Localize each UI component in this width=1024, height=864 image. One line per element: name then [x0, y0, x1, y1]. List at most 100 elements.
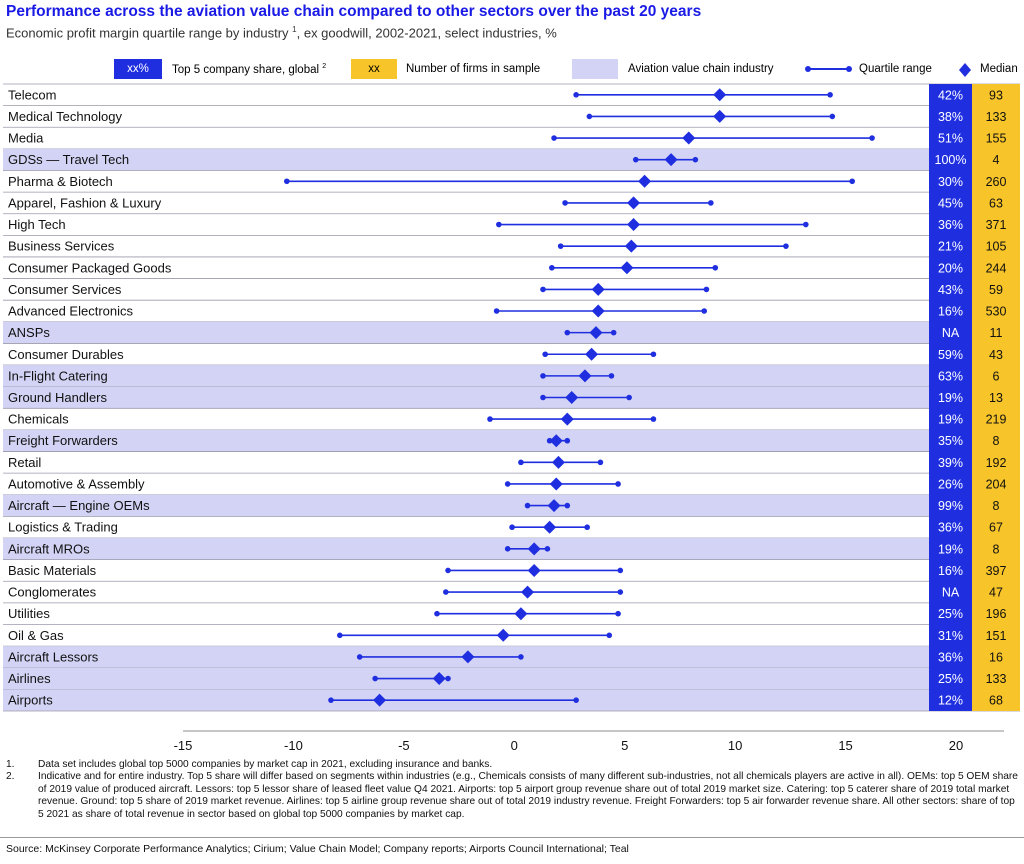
share-value: 36%	[938, 218, 963, 232]
industry-label: Oil & Gas	[8, 628, 64, 643]
legend: xx% Top 5 company share, global 2 xx Num…	[0, 56, 1024, 79]
share-value: 21%	[938, 240, 963, 254]
industry-label: Freight Forwarders	[8, 433, 118, 448]
median-marker	[713, 109, 727, 123]
quartile-high-point	[692, 156, 699, 163]
firms-value: 11	[990, 326, 1003, 340]
median-marker	[589, 326, 603, 340]
quartile-low-point	[573, 92, 579, 98]
median-marker	[591, 304, 605, 318]
industry-label: Apparel, Fashion & Luxury	[8, 195, 162, 210]
median-marker	[627, 196, 641, 210]
industry-label: Conglomerates	[8, 585, 97, 600]
quartile-low-point	[284, 178, 290, 185]
median-marker	[547, 499, 561, 513]
industry-label: High Tech	[8, 217, 66, 232]
quartile-high-point	[564, 437, 571, 444]
share-value: 36%	[938, 521, 963, 535]
firms-value: 4	[993, 153, 1000, 167]
legend-aviation-swatch	[572, 59, 618, 79]
legend-quartile-icon	[805, 66, 852, 72]
median-marker	[527, 563, 541, 577]
industry-label: Automotive & Assembly	[8, 476, 145, 491]
source-divider	[0, 837, 1024, 838]
industry-label: Ground Handlers	[8, 390, 107, 405]
legend-quartile-label: Quartile range	[859, 63, 932, 75]
quartile-low-point	[487, 416, 493, 422]
legend-median-label: Median	[980, 63, 1018, 75]
firms-value: 133	[986, 672, 1007, 686]
industry-label: Utilities	[8, 606, 50, 621]
quartile-high-point	[617, 567, 624, 574]
firms-column	[972, 84, 1020, 711]
x-tick-label: -5	[398, 738, 410, 753]
median-marker	[560, 412, 574, 426]
quartile-high-point	[606, 632, 613, 639]
x-tick-label: 10	[728, 738, 742, 753]
share-value: 39%	[938, 456, 963, 470]
x-tick-label: -15	[174, 738, 193, 753]
firms-value: 16	[989, 650, 1003, 664]
x-tick-label: 20	[949, 738, 963, 753]
firms-value: 63	[989, 196, 1003, 210]
share-value: 38%	[938, 110, 963, 124]
legend-firms-label: Number of firms in sample	[406, 63, 541, 75]
industry-label: Aircraft Lessors	[8, 649, 99, 664]
quartile-high-point	[584, 524, 590, 531]
quartile-low-point	[542, 351, 549, 358]
share-value: 30%	[938, 175, 963, 189]
aviation-row-band	[3, 429, 929, 452]
industry-label: Airlines	[8, 671, 51, 686]
median-marker	[373, 693, 387, 707]
industry-label: Aircraft MROs	[8, 541, 90, 556]
industry-label: Telecom	[8, 87, 56, 102]
quartile-low-point	[337, 632, 343, 639]
firms-value: 192	[986, 456, 1007, 470]
share-value: 100%	[935, 153, 967, 167]
subtitle-footnote-ref: 1	[292, 25, 297, 34]
chart-title: Performance across the aviation value ch…	[6, 3, 702, 20]
x-tick-label: 0	[511, 738, 518, 753]
aviation-row-band	[3, 494, 929, 517]
quartile-low-point	[540, 373, 546, 379]
firms-value: 244	[986, 261, 1007, 275]
share-value: 42%	[938, 88, 963, 102]
x-axis: -15 -10 -5 0 5 10 15 20	[174, 730, 1004, 753]
firms-value: 6	[993, 369, 1000, 383]
share-value: 63%	[938, 369, 963, 383]
industry-label: Logistics & Trading	[8, 520, 118, 535]
median-marker	[461, 650, 475, 664]
quartile-low-point	[540, 286, 546, 293]
share-value: 25%	[938, 672, 963, 686]
footnote-number: 2.	[6, 771, 15, 783]
quartile-high-point	[827, 92, 833, 98]
quartile-low-point	[443, 589, 449, 595]
median-marker	[527, 542, 541, 556]
median-marker	[713, 88, 727, 102]
x-tick-label: 5	[621, 738, 628, 753]
quartile-low-point	[562, 200, 568, 206]
quartile-low-point	[557, 243, 564, 249]
industry-label: In-Flight Catering	[8, 368, 108, 383]
industry-label: Pharma & Biotech	[8, 174, 113, 189]
industry-label: Advanced Electronics	[8, 304, 134, 319]
share-value: 19%	[938, 413, 963, 427]
quartile-low-point	[546, 437, 553, 444]
firms-value: 151	[986, 629, 1007, 643]
median-marker	[682, 131, 696, 145]
source-note: Source: McKinsey Corporate Performance A…	[6, 843, 629, 855]
share-value: 59%	[938, 348, 963, 362]
quartile-low-point	[504, 546, 511, 552]
share-value: 12%	[938, 694, 963, 708]
share-value: 26%	[938, 477, 963, 491]
median-marker	[664, 153, 678, 167]
quartile-low-point	[445, 567, 451, 574]
industry-label: ANSPs	[8, 325, 50, 340]
quartile-low-point	[434, 610, 440, 617]
footnote-text: Indicative and for entire industry. Top …	[38, 771, 1018, 820]
firms-value: 530	[986, 305, 1007, 319]
quartile-high-point	[708, 200, 714, 206]
share-value: 36%	[938, 650, 963, 664]
median-marker	[514, 607, 528, 621]
subtitle-text: Economic profit margin quartile range by…	[6, 25, 289, 41]
